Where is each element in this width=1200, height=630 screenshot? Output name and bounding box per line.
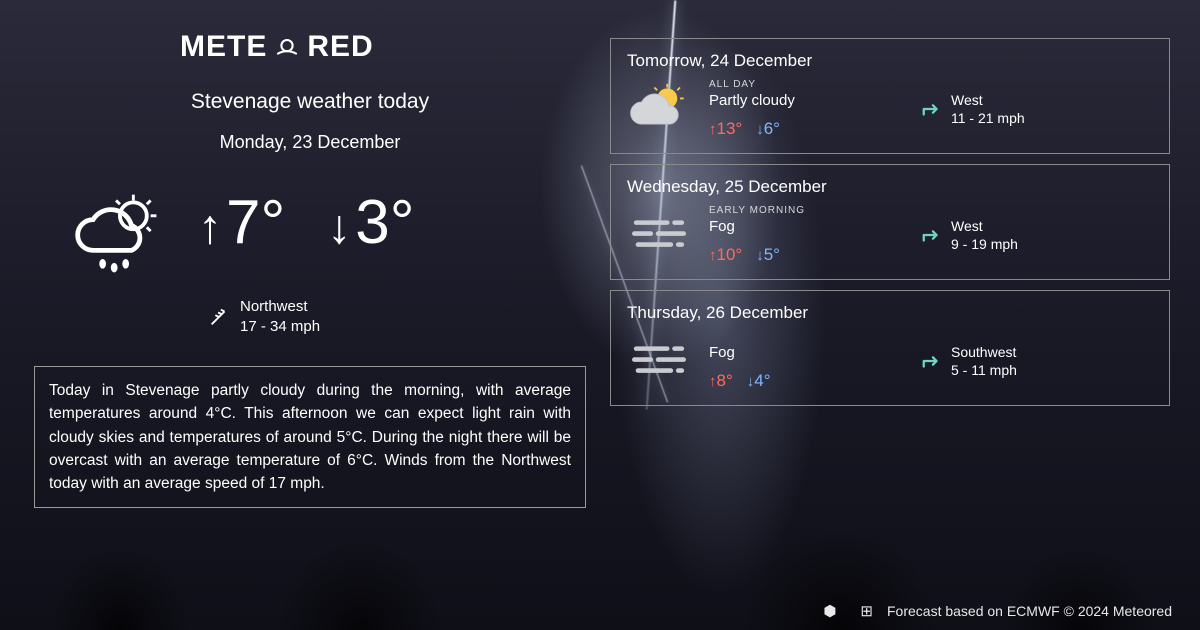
card-date: Wednesday, 25 December xyxy=(627,177,1153,197)
low-temp: ↓3° xyxy=(327,187,414,258)
current-conditions: ↑7° ↓3° xyxy=(30,187,590,283)
card-condition: Fog xyxy=(709,344,899,361)
card-wind: Southwest5 - 11 mph xyxy=(917,343,1017,379)
card-period: ALL DAY xyxy=(709,79,899,90)
brand-sun-icon xyxy=(273,33,301,61)
fog-icon xyxy=(627,334,691,388)
forecast-card: Tomorrow, 24 December ALL DAY Partly cloud… xyxy=(610,38,1170,154)
card-date: Tomorrow, 24 December xyxy=(627,51,1153,71)
card-high: ↑13° xyxy=(709,119,742,139)
card-high: ↑10° xyxy=(709,245,742,265)
forecast-description: Today in Stevenage partly cloudy during … xyxy=(34,366,586,508)
page-title: Stevenage weather today xyxy=(30,90,590,114)
card-period: EARLY MORNING xyxy=(709,205,899,216)
brand-logo: METE RED xyxy=(30,30,590,64)
wind-arrow-icon xyxy=(921,224,943,246)
footer-credit: Forecast based on ECMWF © 2024 Meteored xyxy=(887,603,1172,619)
high-temp-value: 7° xyxy=(226,187,285,258)
android-icon: ⬢ xyxy=(823,602,836,620)
low-temp-value: 3° xyxy=(355,187,414,258)
card-date: Thursday, 26 December xyxy=(627,303,1153,323)
brand-name-b: RED xyxy=(307,30,373,64)
card-low: ↓6° xyxy=(756,119,780,139)
current-wind: Northwest 17 - 34 mph xyxy=(30,297,590,336)
card-wind: West11 - 21 mph xyxy=(917,91,1025,127)
current-date: Monday, 23 December xyxy=(30,132,590,153)
partly-cloudy-icon xyxy=(627,82,691,136)
wind-direction: Northwest xyxy=(240,297,320,317)
wind-arrow-icon xyxy=(921,98,943,120)
fog-icon xyxy=(627,208,691,262)
forecast-card: Wednesday, 25 December EARLY MORNING Fog ↑1… xyxy=(610,164,1170,280)
footer: ⬢ ⊞ Forecast based on ECMWF © 2024 Meteo… xyxy=(823,602,1172,620)
brand-name-a: METE xyxy=(180,30,267,64)
cloud-sun-rain-icon xyxy=(70,187,166,283)
high-temp: ↑7° xyxy=(198,187,285,258)
card-condition: Fog xyxy=(709,218,899,235)
card-high: ↑8° xyxy=(709,371,733,391)
wind-barb-icon xyxy=(208,306,230,328)
windows-icon: ⊞ xyxy=(860,602,873,620)
card-low: ↓4° xyxy=(747,371,771,391)
wind-speed: 17 - 34 mph xyxy=(240,317,320,337)
card-condition: Partly cloudy xyxy=(709,92,899,109)
forecast-list: Tomorrow, 24 December ALL DAY Partly cloud… xyxy=(590,30,1170,590)
card-low: ↓5° xyxy=(756,245,780,265)
wind-arrow-icon xyxy=(921,350,943,372)
forecast-card: Thursday, 26 December.Fog↑8°↓4°Southwest… xyxy=(610,290,1170,406)
card-wind: West9 - 19 mph xyxy=(917,217,1018,253)
